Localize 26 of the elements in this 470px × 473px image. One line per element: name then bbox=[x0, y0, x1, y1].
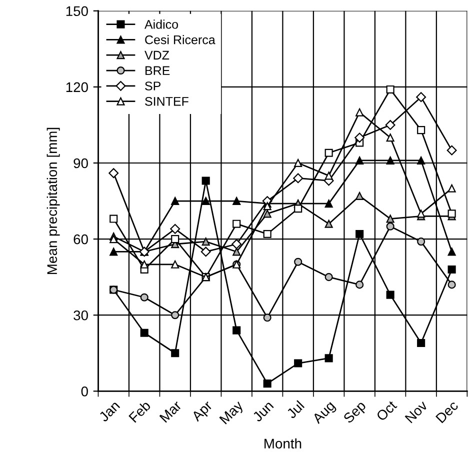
x-tick-label: May bbox=[219, 400, 246, 426]
x-tick-label: Feb bbox=[128, 400, 152, 423]
legend-label: BRE bbox=[146, 66, 170, 75]
x-tick-label: Nov bbox=[404, 400, 428, 424]
x-tick-label: Aug bbox=[312, 400, 338, 426]
x-tick-label: Jun bbox=[252, 400, 274, 422]
x-tick-label: Oct bbox=[376, 400, 398, 422]
y-tick-label: 60 bbox=[74, 234, 88, 244]
legend-label: VDZ bbox=[144, 50, 170, 60]
x-tick-label: Apr bbox=[190, 400, 215, 424]
x-axis-title: Month bbox=[264, 438, 302, 449]
legend-label: SINTEF bbox=[145, 96, 188, 106]
x-tick-label: Jan bbox=[98, 400, 120, 422]
y-tick-label: 0 bbox=[81, 386, 88, 396]
y-tick-label: 90 bbox=[74, 158, 88, 168]
y-tick-label: 120 bbox=[66, 82, 88, 92]
legend-label: SP bbox=[145, 82, 160, 90]
y-axis-title: Mean precipitation [mm] bbox=[46, 128, 60, 274]
x-tick-label: Dec bbox=[436, 400, 459, 424]
y-tick-label: 150 bbox=[66, 6, 88, 16]
y-tick-label: 30 bbox=[74, 310, 88, 320]
legend-label: Cesi Ricerca bbox=[145, 35, 216, 44]
x-tick-label: Mar bbox=[159, 400, 182, 423]
legend-label: Aidico bbox=[144, 20, 178, 29]
x-tick-label: Jul bbox=[286, 400, 305, 420]
x-tick-label: Sep bbox=[342, 400, 368, 426]
